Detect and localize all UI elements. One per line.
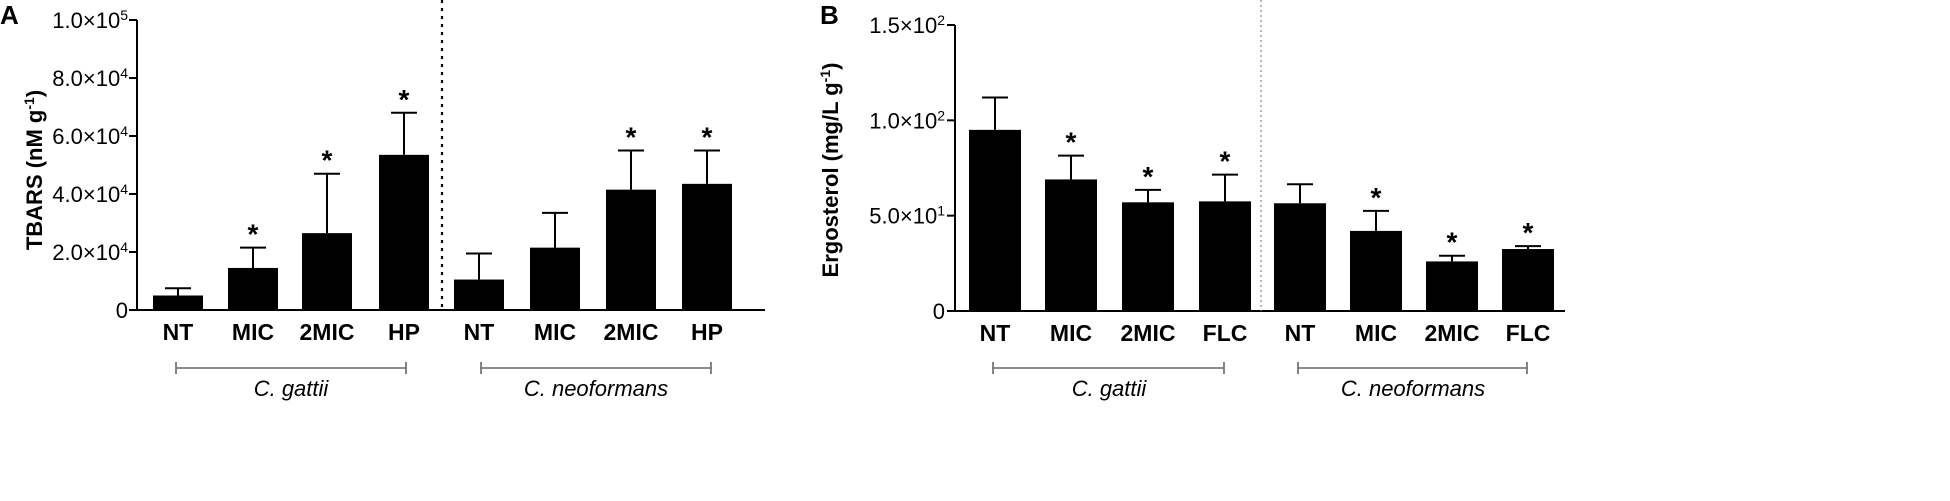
- y-tick-label-a: 4.0×104: [52, 181, 128, 207]
- category-label-b: FLC: [1506, 320, 1551, 346]
- y-tick-label-a: 8.0×104: [52, 65, 128, 91]
- y-tick-label-b: 5.0×101: [869, 203, 945, 229]
- y-tick-label-a: 1.0×105: [52, 7, 128, 33]
- bar-b: [1045, 179, 1097, 311]
- category-label-a: 2MIC: [300, 319, 355, 345]
- bar-a: [379, 154, 429, 310]
- bar-b: [1274, 203, 1326, 311]
- category-label-b: 2MIC: [1425, 320, 1480, 346]
- significance-star-a: *: [322, 145, 333, 176]
- category-label-b: 2MIC: [1121, 320, 1176, 346]
- significance-star-a: *: [626, 122, 637, 153]
- y-tick-label-b: 0: [933, 299, 945, 324]
- y-tick-label-a: 0: [116, 298, 128, 323]
- category-label-b: MIC: [1355, 320, 1397, 346]
- bar-b: [969, 129, 1021, 311]
- y-tick-label-a: 2.0×104: [52, 239, 128, 265]
- panel-letter-b: B: [820, 0, 839, 30]
- y-tick-label-b: 1.0×102: [869, 107, 945, 133]
- category-label-b: NT: [980, 320, 1011, 346]
- category-label-a: NT: [464, 319, 495, 345]
- panel-b: B Ergosterol (mg/L g-1) 0 5.0×101 1.0×102 1…: [817, 0, 1565, 401]
- group-label-b: C. gattii: [1072, 376, 1148, 401]
- bar-b: [1199, 201, 1251, 311]
- bar-a: [682, 183, 732, 310]
- significance-star-b: *: [1066, 127, 1077, 158]
- bar-a: [153, 295, 203, 310]
- category-label-a: HP: [691, 319, 723, 345]
- y-tick-label-a: 6.0×104: [52, 123, 128, 149]
- y-axis-title-b: Ergosterol (mg/L g-1): [817, 63, 843, 278]
- significance-star-b: *: [1447, 227, 1458, 258]
- category-label-a: NT: [163, 319, 194, 345]
- category-label-b: FLC: [1203, 320, 1248, 346]
- significance-star-a: *: [248, 219, 259, 250]
- panel-a: A TBARS (nM g-1) 0 2.0×104 4.0×104 6.0×104 8…: [0, 0, 765, 401]
- bar-a: [530, 247, 580, 310]
- significance-star-b: *: [1371, 182, 1382, 213]
- group-label-b: C. neoformans: [1341, 376, 1485, 401]
- bar-a: [606, 189, 656, 310]
- significance-star-b: *: [1523, 217, 1534, 248]
- bar-b: [1350, 230, 1402, 311]
- category-label-a: MIC: [232, 319, 274, 345]
- category-label-a: 2MIC: [604, 319, 659, 345]
- y-axis-title-a: TBARS (nM g-1): [21, 90, 47, 250]
- group-label-a: C. neoformans: [524, 376, 668, 401]
- significance-star-b: *: [1143, 161, 1154, 192]
- bar-a: [228, 267, 278, 310]
- y-tick-label-b: 1.5×102: [869, 12, 945, 38]
- bar-a: [454, 279, 504, 310]
- category-label-a: HP: [388, 319, 420, 345]
- bar-b: [1502, 249, 1554, 311]
- bar-a: [302, 233, 352, 310]
- category-label-a: MIC: [534, 319, 576, 345]
- category-label-b: MIC: [1050, 320, 1092, 346]
- bar-b: [1122, 202, 1174, 311]
- significance-star-a: *: [702, 122, 713, 153]
- panel-letter-a: A: [0, 0, 19, 30]
- significance-star-b: *: [1220, 146, 1231, 177]
- significance-star-a: *: [399, 84, 410, 115]
- bar-b: [1426, 261, 1478, 311]
- group-label-a: C. gattii: [254, 376, 330, 401]
- category-label-b: NT: [1285, 320, 1316, 346]
